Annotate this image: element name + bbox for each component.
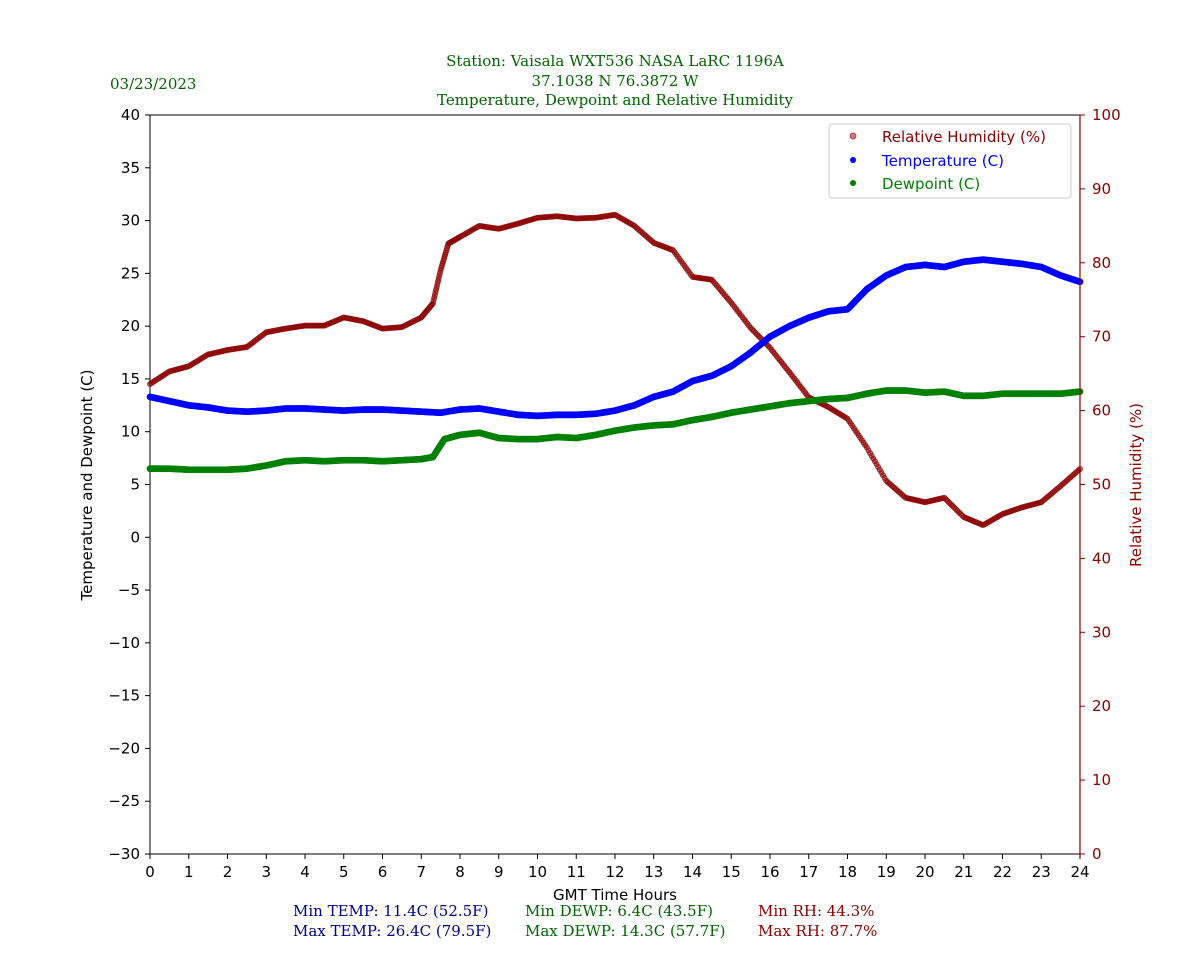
x-tick-label: 18 bbox=[838, 863, 857, 881]
summary-temp-min: Min TEMP: 11.4C (52.5F) bbox=[293, 902, 488, 920]
x-tick-label: 15 bbox=[722, 863, 741, 881]
legend-marker-rh bbox=[849, 132, 857, 140]
y-left-tick-label: −20 bbox=[108, 739, 140, 757]
x-tick-label: 5 bbox=[339, 863, 349, 881]
legend-label-dewpoint: Dewpoint (C) bbox=[882, 175, 980, 193]
x-axis-label: GMT Time Hours bbox=[553, 886, 677, 904]
y-left-tick-label: −5 bbox=[118, 581, 140, 599]
x-tick-label: 1 bbox=[184, 863, 194, 881]
y-left-tick-label: 0 bbox=[130, 528, 140, 546]
y-left-tick-label: −10 bbox=[108, 634, 140, 652]
legend-label-rh: Relative Humidity (%) bbox=[882, 128, 1046, 146]
legend-box bbox=[828, 123, 1072, 199]
x-tick-label: 3 bbox=[261, 863, 271, 881]
y-right-tick-label: 40 bbox=[1092, 549, 1111, 567]
x-tick-label: 10 bbox=[528, 863, 547, 881]
summary-rh-max: Max RH: 87.7% bbox=[758, 922, 877, 940]
x-tick-label: 0 bbox=[145, 863, 155, 881]
y-right-tick-label: 0 bbox=[1092, 845, 1102, 863]
y-left-axis-label: Temperature and Dewpoint (C) bbox=[78, 369, 96, 601]
x-tick-label: 12 bbox=[605, 863, 624, 881]
dewpoint-series bbox=[146, 387, 1084, 474]
y-left-tick-label: −25 bbox=[108, 792, 140, 810]
y-left-tick-label: 40 bbox=[121, 106, 140, 124]
legend-label-temperature: Temperature (C) bbox=[881, 152, 1004, 170]
y-right-tick-label: 20 bbox=[1092, 697, 1111, 715]
x-tick-label: 21 bbox=[954, 863, 973, 881]
y-right-tick-label: 100 bbox=[1092, 106, 1121, 124]
y-right-axis-label: Relative Humidity (%) bbox=[1127, 403, 1145, 567]
y-left-tick-label: 10 bbox=[121, 423, 140, 441]
x-tick-label: 14 bbox=[683, 863, 702, 881]
y-left-axis-ticks: 40 35 30 25 20 15 10 5 0 −5 −10 −15 −20 −25 −30 bbox=[108, 106, 150, 863]
x-tick-label: 13 bbox=[644, 863, 663, 881]
y-left-tick-label: 15 bbox=[121, 370, 140, 388]
legend: Relative Humidity (%) Temperature (C) De… bbox=[828, 123, 1072, 199]
y-right-tick-label: 60 bbox=[1092, 402, 1111, 420]
y-left-tick-label: 30 bbox=[121, 212, 140, 230]
x-tick-label: 20 bbox=[915, 863, 934, 881]
x-tick-label: 4 bbox=[300, 863, 310, 881]
x-tick-label: 2 bbox=[223, 863, 233, 881]
x-tick-label: 11 bbox=[567, 863, 586, 881]
x-tick-label: 8 bbox=[455, 863, 465, 881]
x-tick-label: 16 bbox=[760, 863, 779, 881]
y-right-tick-label: 70 bbox=[1092, 328, 1111, 346]
y-right-tick-label: 10 bbox=[1092, 771, 1111, 789]
summary-rh-min: Min RH: 44.3% bbox=[758, 902, 874, 920]
x-tick-label: 23 bbox=[1032, 863, 1051, 881]
x-axis-ticks: 0 1 2 3 4 5 6 7 8 9 10 11 12 13 14 15 16 17 18 19 20 21 22 23 24 bbox=[145, 854, 1090, 881]
y-left-tick-label: 25 bbox=[121, 264, 140, 282]
date-label: 03/23/2023 bbox=[110, 75, 196, 93]
y-left-tick-label: −15 bbox=[108, 687, 140, 705]
x-tick-label: 6 bbox=[378, 863, 388, 881]
y-right-tick-label: 90 bbox=[1092, 180, 1111, 198]
legend-marker-temperature bbox=[850, 157, 856, 163]
y-left-tick-label: 5 bbox=[130, 476, 140, 494]
plot-area bbox=[149, 114, 1081, 855]
y-left-tick-label: −30 bbox=[108, 845, 140, 863]
y-left-tick-label: 20 bbox=[121, 317, 140, 335]
x-tick-label: 7 bbox=[416, 863, 426, 881]
x-tick-label: 9 bbox=[494, 863, 504, 881]
summary-dewp-max: Max DEWP: 14.3C (57.7F) bbox=[525, 922, 725, 940]
y-right-tick-label: 50 bbox=[1092, 476, 1111, 494]
title-line-3: Temperature, Dewpoint and Relative Humid… bbox=[437, 91, 793, 109]
summary-temp-max: Max TEMP: 26.4C (79.5F) bbox=[293, 922, 491, 940]
y-right-tick-label: 30 bbox=[1092, 623, 1111, 641]
x-tick-label: 17 bbox=[799, 863, 818, 881]
title-line-1: Station: Vaisala WXT536 NASA LaRC 1196A bbox=[446, 52, 784, 70]
y-right-tick-label: 80 bbox=[1092, 254, 1111, 272]
y-left-tick-label: 35 bbox=[121, 159, 140, 177]
x-tick-label: 22 bbox=[993, 863, 1012, 881]
legend-marker-dewpoint bbox=[850, 180, 856, 186]
x-tick-label: 19 bbox=[877, 863, 896, 881]
summary-dewp-min: Min DEWP: 6.4C (43.5F) bbox=[525, 902, 713, 920]
x-tick-label: 24 bbox=[1070, 863, 1089, 881]
title-line-2: 37.1038 N 76.3872 W bbox=[532, 72, 699, 90]
